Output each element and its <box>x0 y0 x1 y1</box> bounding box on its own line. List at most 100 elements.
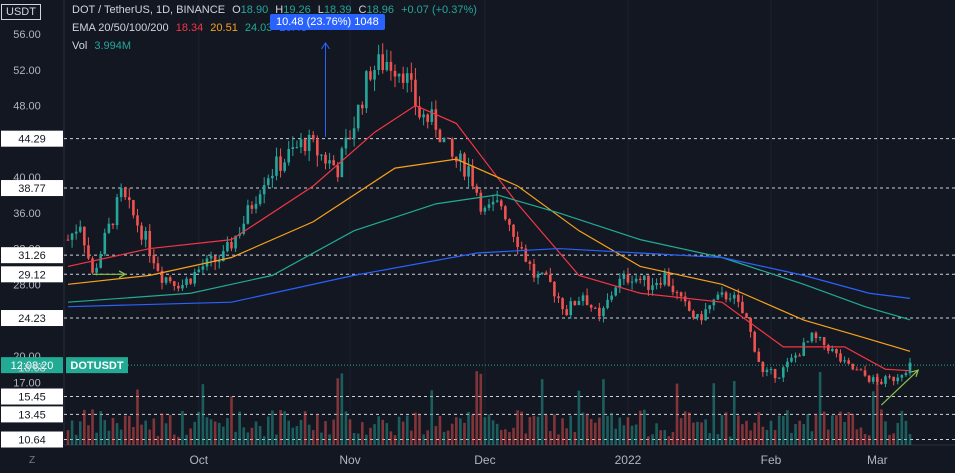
volume-bar <box>606 415 609 445</box>
candle-body <box>185 278 188 286</box>
volume-bar <box>810 431 814 445</box>
volume-bar <box>687 412 691 445</box>
candle-body <box>299 139 303 148</box>
candle-body <box>426 114 429 122</box>
volume-bar <box>843 421 846 445</box>
volume-bar <box>814 414 818 445</box>
candle-body <box>254 203 258 209</box>
ema20-line <box>67 104 911 372</box>
volume-bar <box>115 423 119 445</box>
candle-body <box>144 230 147 240</box>
candle-body <box>168 277 172 282</box>
price-level-label[interactable]: 12:08:20 <box>11 360 54 372</box>
price-level-label[interactable]: 13.45 <box>18 409 46 421</box>
volume-bar <box>622 425 626 445</box>
candle-body <box>696 314 699 318</box>
price-level-label[interactable]: 31.26 <box>18 250 46 262</box>
candle-body <box>262 185 266 195</box>
candle-body <box>512 224 515 237</box>
candle-body <box>438 129 442 143</box>
price-level-label[interactable]: 29.12 <box>18 269 46 281</box>
candle-body <box>806 341 810 343</box>
candle-body <box>66 239 70 241</box>
candle-body <box>132 200 135 216</box>
candle-body <box>107 223 111 233</box>
timezone-icon[interactable]: Z <box>29 455 35 466</box>
volume-bar <box>781 416 785 445</box>
volume-bar <box>152 418 156 445</box>
volume-bar <box>213 421 217 445</box>
ema50-value: 20.51 <box>210 22 238 34</box>
ema100-value: 24.03 <box>244 22 273 34</box>
price-level-label[interactable]: 44.29 <box>18 134 46 146</box>
y-tick-label: 17.00 <box>13 378 41 390</box>
candle-body <box>659 283 662 285</box>
volume-bar <box>745 420 748 445</box>
volume-bar <box>438 416 442 445</box>
price-level-label-bg <box>1 247 63 264</box>
candle-body <box>573 301 577 306</box>
volume-bar <box>659 430 662 445</box>
candle-body <box>230 241 233 249</box>
volume-bar <box>499 429 503 445</box>
candle-body <box>643 275 646 281</box>
price-level-label[interactable]: 15.45 <box>18 392 46 404</box>
candle-body <box>626 274 630 283</box>
candle-body <box>83 226 86 246</box>
candle-body <box>728 298 732 300</box>
volume-bar <box>835 415 838 445</box>
candle-body <box>311 134 315 140</box>
vol-value: 3.994M <box>94 40 132 52</box>
volume-bar <box>732 380 736 445</box>
price-level-label[interactable]: 24.23 <box>18 313 46 325</box>
candle-body <box>504 206 507 220</box>
price-level-label[interactable]: 38.77 <box>18 183 46 195</box>
volume-bar <box>593 422 597 445</box>
volume-bar <box>128 416 131 445</box>
volume-bar <box>299 419 303 445</box>
price-level-label[interactable]: 18.68 <box>18 363 46 375</box>
candle-body <box>446 137 450 139</box>
ohlc-high: 19.26 <box>283 4 311 16</box>
candle-body <box>610 295 613 300</box>
candle-body <box>826 345 830 351</box>
volume-bar <box>491 420 495 445</box>
quote-currency-label[interactable]: USDT <box>1 4 41 20</box>
volume-bar <box>495 423 499 445</box>
candle-body <box>418 106 421 118</box>
candle-body <box>663 272 667 285</box>
volume-bar <box>250 427 254 445</box>
volume-bar <box>336 378 340 445</box>
candle-body <box>851 363 855 370</box>
chart-grid <box>63 0 955 446</box>
volume-bar <box>107 430 111 445</box>
volume-bar <box>675 383 679 445</box>
volume-bar <box>205 417 209 445</box>
volume-bar <box>352 432 356 445</box>
price-level-label[interactable]: 10.64 <box>18 435 46 447</box>
volume-bar <box>536 416 540 445</box>
trend-arrow-head <box>118 270 127 279</box>
candle-body <box>544 272 548 275</box>
candle-body <box>181 285 184 289</box>
current-time-label-bg <box>1 357 63 374</box>
volume-bars <box>66 371 912 445</box>
volume-bar <box>614 428 618 445</box>
ema-label[interactable]: EMA 20/50/100/200 <box>72 22 169 34</box>
vol-label[interactable]: Vol <box>72 40 88 52</box>
symbol-title[interactable]: DOT / TetherUS, 1D, BINANCE <box>72 4 226 16</box>
candle-body <box>348 137 352 140</box>
candle-body <box>479 192 483 212</box>
volume-bar <box>839 411 842 445</box>
volume-bar <box>769 420 773 445</box>
volume-bar <box>798 420 801 445</box>
volume-bar <box>279 409 282 445</box>
candle-body <box>209 256 213 259</box>
candle-body <box>266 178 270 186</box>
volume-bar <box>377 416 380 445</box>
volume-bar <box>74 434 78 445</box>
volume-bar <box>369 427 372 445</box>
volume-bar <box>671 432 675 445</box>
volume-bar <box>271 410 274 445</box>
